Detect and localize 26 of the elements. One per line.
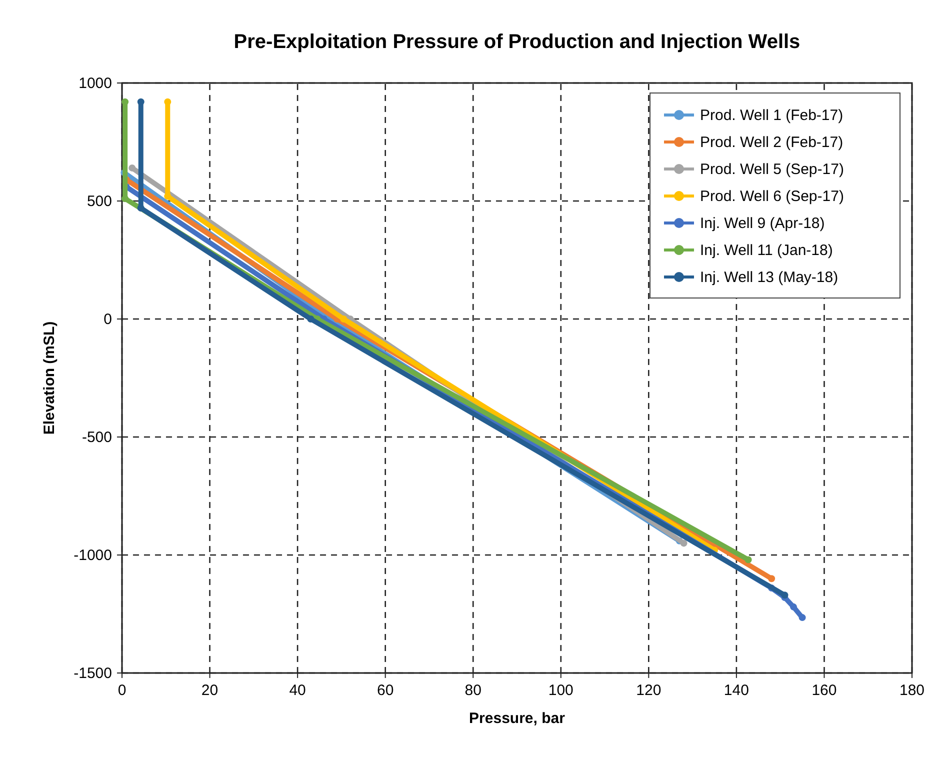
x-tick-label: 20 xyxy=(201,682,218,699)
x-tick-label: 60 xyxy=(376,682,394,699)
legend-label: Prod. Well 1 (Feb-17) xyxy=(700,107,844,124)
x-axis-title: Pressure, bar xyxy=(469,710,566,727)
y-tick-label: -500 xyxy=(82,429,112,446)
legend-label: Inj. Well 11 (Jan-18) xyxy=(700,242,833,259)
y-axis-title: Elevation (mSL) xyxy=(41,321,58,435)
legend-label: Inj. Well 13 (May-18) xyxy=(700,269,838,286)
x-tick-label: 160 xyxy=(812,682,837,699)
y-tick-label: -1000 xyxy=(74,547,112,564)
legend-label: Prod. Well 6 (Sep-17) xyxy=(700,188,844,205)
x-tick-label: 180 xyxy=(899,682,925,699)
x-tick-label: 40 xyxy=(289,682,306,699)
legend-label: Inj. Well 9 (Apr-18) xyxy=(700,215,825,232)
x-tick-label: 100 xyxy=(548,682,574,699)
y-tick-label: 0 xyxy=(104,311,112,328)
y-tick-label: -1500 xyxy=(74,665,112,682)
x-tick-label: 140 xyxy=(724,682,749,699)
legend-label: Prod. Well 5 (Sep-17) xyxy=(700,161,844,178)
chart-title: Pre-Exploitation Pressure of Production and Injection Wells xyxy=(234,31,800,53)
y-tick-label: 500 xyxy=(86,193,112,210)
x-tick-label: 0 xyxy=(118,682,126,699)
legend-label: Prod. Well 2 (Feb-17) xyxy=(700,134,844,151)
y-tick-label: 1000 xyxy=(78,75,112,92)
x-tick-label: 80 xyxy=(464,682,482,699)
x-tick-label: 120 xyxy=(636,682,662,699)
